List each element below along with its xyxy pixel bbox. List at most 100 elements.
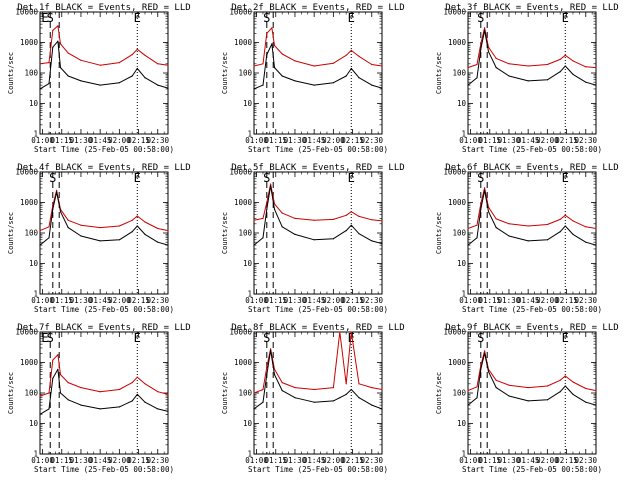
panel-title: Det_3f BLACK = Events, RED = LLD xyxy=(445,3,618,13)
panel-det-8f: Det_8f BLACK = Events, RED = LLD 1 10 100 10… xyxy=(221,323,405,474)
x-tick-label: 01:45 xyxy=(517,456,540,465)
data-point-events xyxy=(484,352,486,354)
series-line-events xyxy=(253,185,383,246)
x-tick-label: 01:45 xyxy=(89,296,112,305)
data-point-lld xyxy=(167,64,169,66)
data-point-events xyxy=(270,349,272,351)
data-point-events xyxy=(131,231,133,233)
data-point-events xyxy=(345,75,347,77)
data-point-lld xyxy=(136,215,138,217)
x-tick-label: 01:00 xyxy=(31,456,54,465)
series-line-lld xyxy=(467,27,597,69)
data-point-events xyxy=(67,399,69,401)
data-point-lld xyxy=(253,219,255,221)
data-point-lld xyxy=(144,54,146,56)
y-tick-label: 1 xyxy=(247,450,252,459)
data-point-events xyxy=(332,400,334,402)
y-tick-label: 10 xyxy=(457,99,467,108)
data-point-lld xyxy=(495,57,497,60)
data-point-lld xyxy=(480,43,482,45)
data-point-lld xyxy=(118,62,120,64)
segment-marker-label: S xyxy=(477,171,484,185)
data-point-lld xyxy=(508,63,510,65)
data-point-lld xyxy=(270,183,272,185)
x-tick-label: 02:00 xyxy=(108,456,131,465)
data-point-events xyxy=(167,87,169,89)
data-point-events xyxy=(262,401,264,403)
series-line-events xyxy=(39,40,169,90)
data-point-lld xyxy=(270,348,272,350)
data-point-lld xyxy=(80,224,82,226)
y-tick-label: 10 xyxy=(29,259,39,268)
data-point-lld xyxy=(476,386,478,388)
data-point-lld xyxy=(476,224,478,226)
x-axis-label: Start Time (25-Feb-05 00:58:00) xyxy=(34,465,174,474)
data-point-events xyxy=(508,75,510,77)
data-point-lld xyxy=(136,376,138,378)
y-tick-label: 1 xyxy=(461,130,466,139)
data-point-lld xyxy=(350,49,352,52)
y-tick-label: 10 xyxy=(243,99,253,108)
x-tick-label: 02:30 xyxy=(360,296,383,305)
y-tick-label: 100 xyxy=(24,389,38,398)
data-point-lld xyxy=(484,187,486,189)
x-tick-label: 02:30 xyxy=(574,136,597,145)
data-point-lld xyxy=(167,393,169,395)
x-tick-label: 01:45 xyxy=(517,136,540,145)
series-line-events xyxy=(253,43,383,90)
data-point-lld xyxy=(350,211,352,213)
y-axis-label: Counts/sec xyxy=(435,212,443,254)
segment-marker-label: S xyxy=(263,331,270,345)
data-point-lld xyxy=(266,32,268,34)
x-tick-label: 01:15 xyxy=(478,296,501,305)
data-point-lld xyxy=(585,387,587,390)
data-point-events xyxy=(253,88,255,90)
x-tick-label: 02:30 xyxy=(574,296,597,305)
x-tick-label: 01:30 xyxy=(284,456,307,465)
data-point-events xyxy=(350,388,352,391)
data-point-lld xyxy=(131,54,133,56)
data-point-events xyxy=(167,244,169,246)
y-tick-label: 10000 xyxy=(229,8,252,17)
x-tick-label: 01:00 xyxy=(459,456,482,465)
data-point-events xyxy=(559,231,561,233)
data-point-lld xyxy=(253,65,255,67)
data-point-lld xyxy=(495,218,497,220)
data-point-events xyxy=(118,82,120,84)
data-point-lld xyxy=(80,59,82,61)
series-line-lld xyxy=(467,350,597,392)
x-tick-label: 01:45 xyxy=(303,456,326,465)
data-point-events xyxy=(358,77,360,79)
data-point-events xyxy=(273,208,276,210)
data-point-events xyxy=(350,67,352,70)
x-tick-label: 01:00 xyxy=(245,296,268,305)
x-tick-label: 01:00 xyxy=(245,136,268,145)
data-point-events xyxy=(546,239,549,241)
data-point-lld xyxy=(358,55,360,58)
data-point-lld xyxy=(527,225,529,227)
y-tick-label: 1000 xyxy=(448,38,467,47)
data-point-events xyxy=(131,75,133,77)
data-point-lld xyxy=(39,63,41,65)
x-tick-label: 02:00 xyxy=(536,136,559,145)
x-tick-label: 02:15 xyxy=(555,456,578,465)
series-line-events xyxy=(467,352,597,406)
panel-title: Det_8f BLACK = Events, RED = LLD xyxy=(231,323,404,333)
data-point-events xyxy=(585,241,587,243)
data-point-events xyxy=(371,240,373,242)
data-point-lld xyxy=(48,62,50,64)
data-point-lld xyxy=(39,395,41,397)
data-point-events xyxy=(467,404,469,406)
data-point-events xyxy=(476,77,478,79)
y-axis-label: Counts/sec xyxy=(221,372,229,414)
data-point-lld xyxy=(564,54,566,56)
segment-marker-label: S xyxy=(477,331,484,345)
x-tick-label: 02:15 xyxy=(341,136,364,145)
series-line-lld xyxy=(253,27,383,67)
data-point-lld xyxy=(57,354,59,356)
data-point-events xyxy=(595,84,597,86)
panel-title: Det_6f BLACK = Events, RED = LLD xyxy=(445,163,618,173)
data-point-events xyxy=(273,374,276,376)
data-point-events xyxy=(136,393,138,395)
